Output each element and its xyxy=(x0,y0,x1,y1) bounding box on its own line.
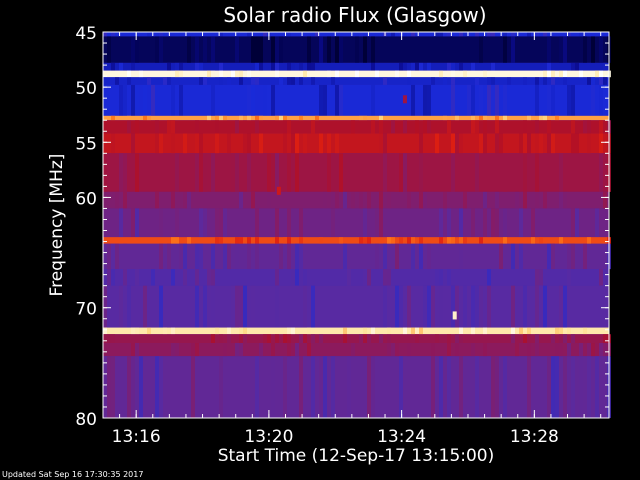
y-tick-label: 70 xyxy=(75,300,97,320)
frequency-band xyxy=(103,115,609,121)
y-tick-label: 55 xyxy=(75,134,97,154)
y-tick-label: 80 xyxy=(75,410,97,430)
bright-point xyxy=(276,186,281,195)
frequency-band xyxy=(103,191,609,209)
y-tick-label: 60 xyxy=(75,189,97,209)
x-axis-label: Start Time (12-Sep-17 13:15:00) xyxy=(218,446,495,466)
x-tick-label: 13:16 xyxy=(112,427,161,447)
frequency-band xyxy=(103,237,611,244)
frequency-band xyxy=(103,356,611,418)
frequency-band xyxy=(103,208,609,238)
heatmap-area xyxy=(103,32,611,418)
frequency-band xyxy=(103,32,609,37)
plot-frame xyxy=(102,31,610,419)
y-axis: 45 50 55 60 70 80 xyxy=(75,24,609,430)
frequency-band xyxy=(103,62,609,71)
frequency-band xyxy=(103,285,609,328)
y-axis-label: Frequency [MHz] xyxy=(47,154,67,297)
frequency-band xyxy=(103,84,609,116)
frequency-band xyxy=(103,70,611,78)
frequency-band xyxy=(103,243,611,270)
frequency-band xyxy=(103,327,609,335)
x-tick-label: 13:24 xyxy=(377,427,426,447)
y-tick-label: 50 xyxy=(75,79,97,99)
frequency-band xyxy=(103,120,611,134)
x-tick-label: 13:28 xyxy=(510,427,559,447)
frequency-band xyxy=(103,334,611,344)
y-tick-label: 45 xyxy=(75,24,97,44)
x-tick-label: 13:20 xyxy=(244,427,293,447)
frequency-band xyxy=(103,133,611,154)
frequency-band xyxy=(103,36,611,63)
frequency-band xyxy=(103,343,611,357)
bright-point xyxy=(452,311,457,320)
update-timestamp: Updated Sat Sep 16 17:30:35 2017 xyxy=(2,470,144,479)
frequency-band xyxy=(103,77,609,85)
frequency-band xyxy=(103,269,609,286)
frequency-band xyxy=(103,153,611,192)
bright-point xyxy=(402,95,407,104)
x-axis: 13:16 13:20 13:24 13:28 xyxy=(102,32,602,447)
chart-title: Solar radio Flux (Glasgow) xyxy=(223,3,486,27)
